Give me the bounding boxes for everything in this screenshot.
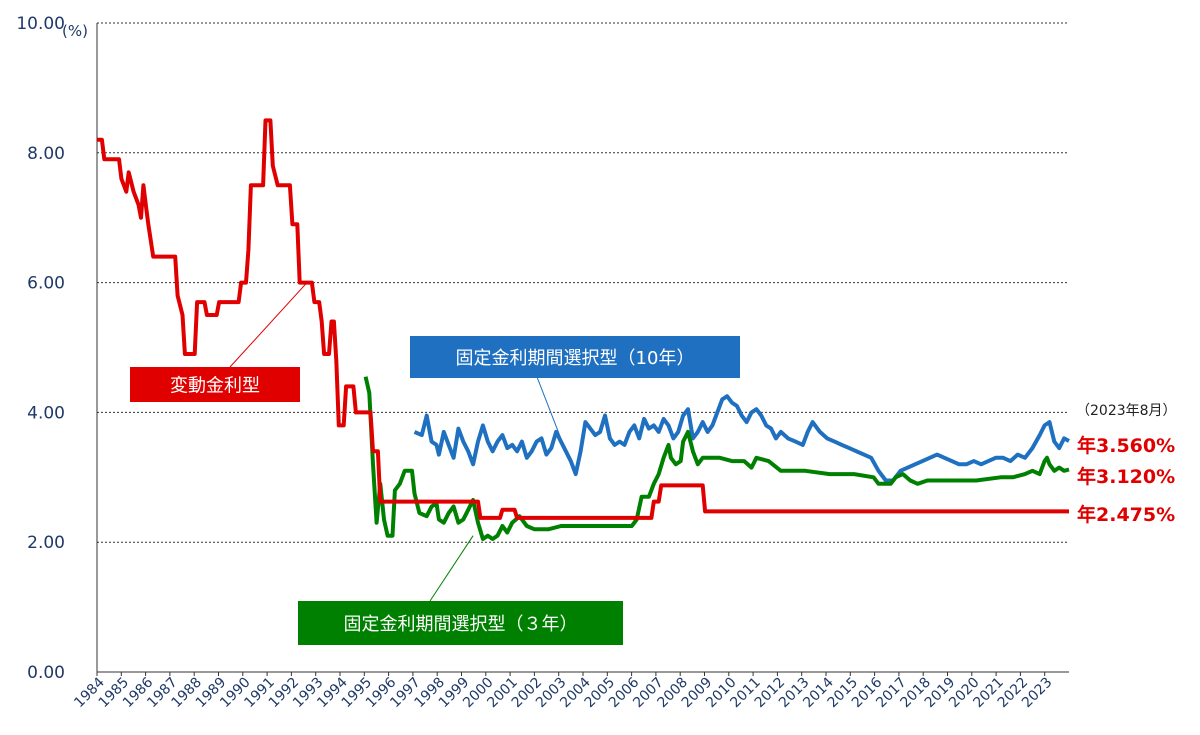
- series-name-box: [410, 336, 740, 378]
- series-lines: [97, 118, 1070, 541]
- series-name-box: [130, 367, 300, 402]
- y-axis-ticks: 0.00 2.00 4.00 6.00 8.00 10.00: [16, 14, 65, 683]
- leader-lines: [229, 282, 567, 602]
- y-tick-label: 0.00: [27, 663, 65, 683]
- end-value-label: 年3.120%: [1077, 465, 1175, 488]
- series-name-label: 固定金利期間選択型（10年）: [456, 348, 695, 369]
- y-tick-label: 6.00: [27, 274, 65, 294]
- leader-line: [536, 376, 567, 452]
- y-unit-label: (%): [62, 22, 88, 40]
- series-line: [97, 118, 1069, 520]
- leader-line: [429, 535, 474, 602]
- grid-lines: [97, 22, 1069, 543]
- leader-line: [229, 282, 308, 368]
- y-tick-label: 2.00: [27, 533, 65, 553]
- x-axis-ticks: 1984198519861987198819891990199119921993…: [71, 672, 1056, 711]
- end-value-label: 年3.560%: [1077, 434, 1175, 457]
- series-line: [413, 394, 1070, 483]
- date-note: （2023年8月）: [1076, 403, 1177, 419]
- y-tick-label: 10.00: [16, 14, 65, 34]
- series-name-label: 変動金利型: [170, 376, 260, 397]
- series-name-label: 固定金利期間選択型（３年）: [344, 614, 578, 635]
- end-value-label: 年2.475%: [1077, 503, 1175, 526]
- series-line: [363, 376, 1070, 541]
- series-name-box: [298, 601, 623, 645]
- end-labels: 年3.560% 年3.120% 年2.475%: [1077, 434, 1175, 526]
- y-tick-label: 8.00: [27, 144, 65, 164]
- y-tick-label: 4.00: [27, 403, 65, 423]
